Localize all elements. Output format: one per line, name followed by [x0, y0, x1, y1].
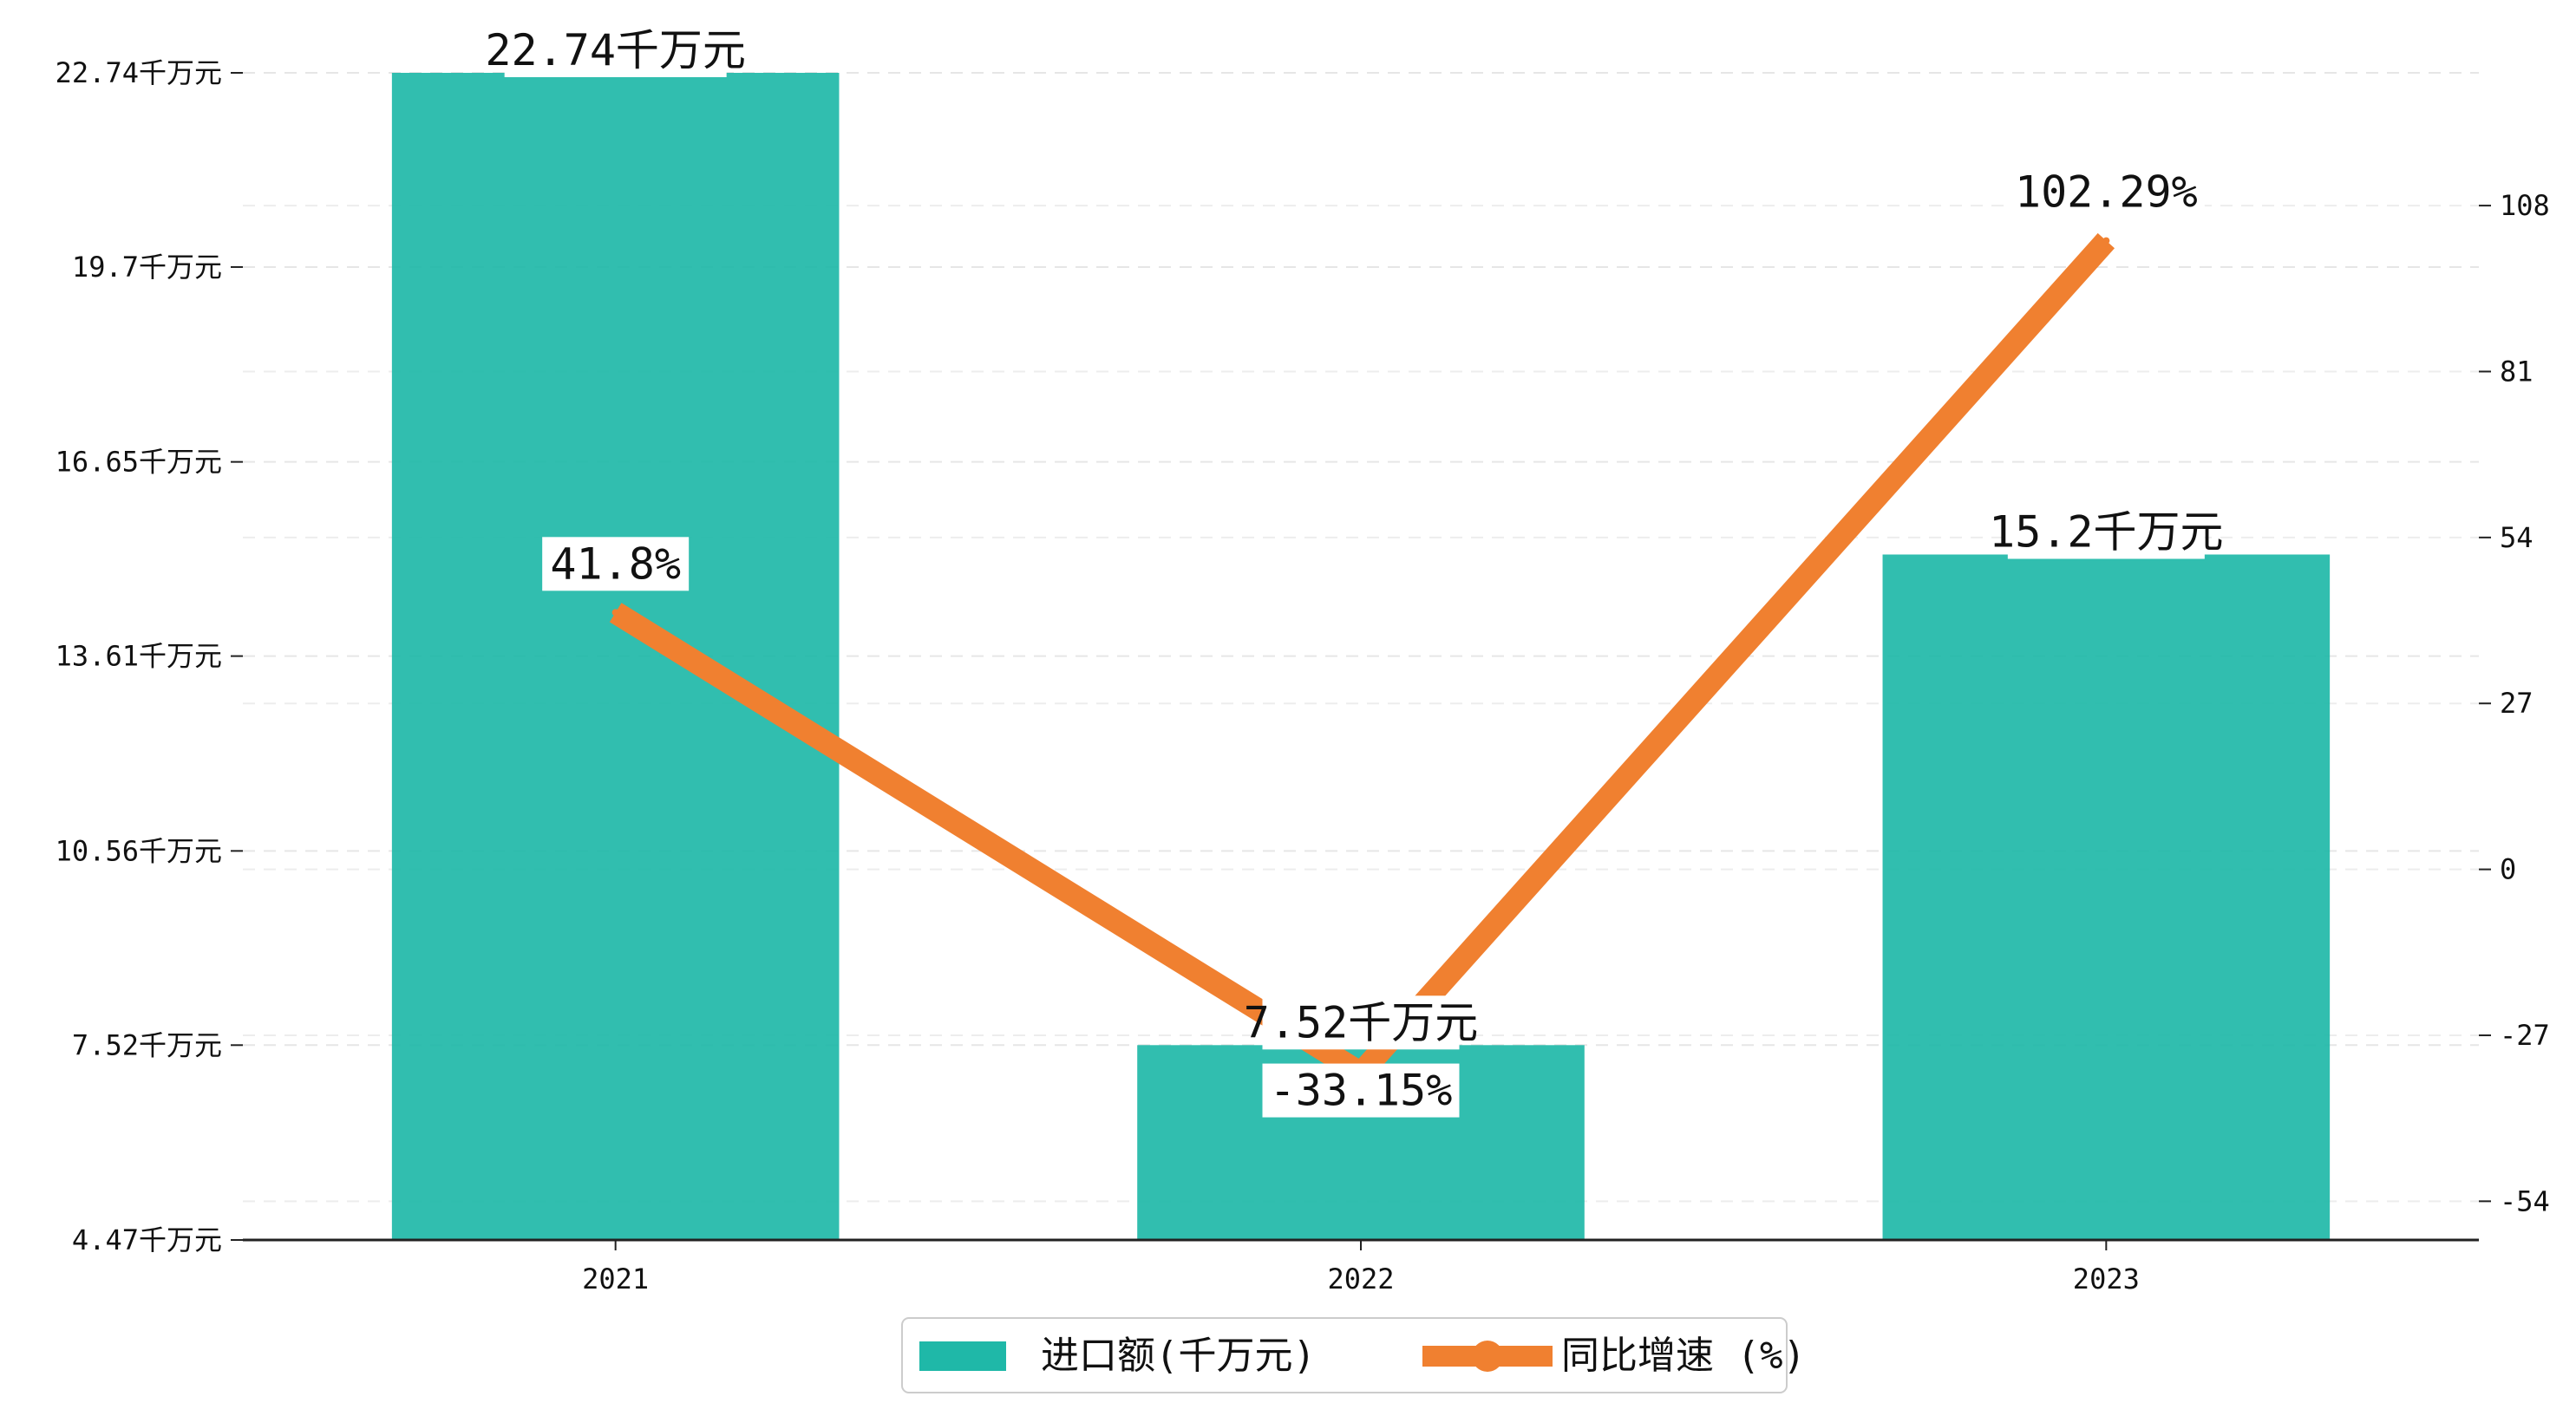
y-left-tick-label: 10.56千万元 — [56, 834, 222, 867]
bar-value-label: 22.74千万元 — [485, 25, 746, 75]
y-right-tick-label: 0 — [2500, 853, 2516, 886]
bar-value-label-box — [1262, 995, 1460, 1050]
legend-bar-swatch — [919, 1341, 1006, 1371]
line-value-label-box — [1262, 1063, 1460, 1118]
x-tick-label: 2021 — [582, 1263, 649, 1295]
y-left-tick-label: 13.61千万元 — [56, 640, 222, 673]
data-labels: 22.74千万元 7.52千万元 15.2千万元 41.8% -33.15% 102.29… — [485, 23, 2224, 1118]
line-value-label-box — [542, 537, 690, 591]
x-tick-label: 2022 — [1327, 1263, 1394, 1295]
legend-frame — [901, 1317, 1788, 1393]
y-right-tick-label: 27 — [2500, 687, 2534, 720]
line-point — [611, 609, 619, 617]
y-right-tick-label: 81 — [2500, 355, 2534, 388]
line-value-label: 41.8% — [550, 538, 681, 589]
legend-bar-label: 进口额(千万元) — [1041, 1334, 1316, 1378]
bar-value-label-box — [504, 23, 727, 77]
y-left-tick-label: 16.65千万元 — [56, 446, 222, 479]
bar — [391, 73, 840, 1240]
y-right-tick-label: 108 — [2500, 189, 2550, 222]
line-value-label: -33.15% — [1270, 1066, 1453, 1116]
y-left-tick-label: 4.47千万元 — [72, 1224, 222, 1256]
bar-value-label: 15.2千万元 — [1989, 506, 2223, 557]
bar-value-label: 7.52千万元 — [1244, 997, 1478, 1047]
legend-line-marker — [1472, 1341, 1503, 1372]
y-right-tick-label: -54 — [2500, 1184, 2550, 1217]
legend-line-label: 同比增速 (%) — [1561, 1334, 1806, 1378]
line-point — [2102, 237, 2110, 245]
y-left-tick-label: 22.74千万元 — [56, 56, 222, 89]
x-tick-label: 2023 — [2073, 1263, 2140, 1295]
axes: 4.47千万元 7.52千万元 10.56千万元 13.61千万元 16.65千万元 19… — [56, 56, 2550, 1295]
line-value-label: 102.29% — [2015, 167, 2198, 218]
bar-value-label-box — [2007, 505, 2205, 559]
y-left-tick-label: 7.52千万元 — [72, 1028, 222, 1061]
bar-series — [391, 73, 2331, 1240]
y-right-tick-label: 54 — [2500, 521, 2534, 554]
legend: 进口额(千万元) 同比增速 (%) — [901, 1317, 1806, 1393]
y-right-tick-label: -27 — [2500, 1019, 2550, 1052]
bar — [1882, 554, 2331, 1240]
y-left-tick-label: 19.7千万元 — [72, 251, 222, 284]
line-value-label-box — [2007, 165, 2205, 219]
